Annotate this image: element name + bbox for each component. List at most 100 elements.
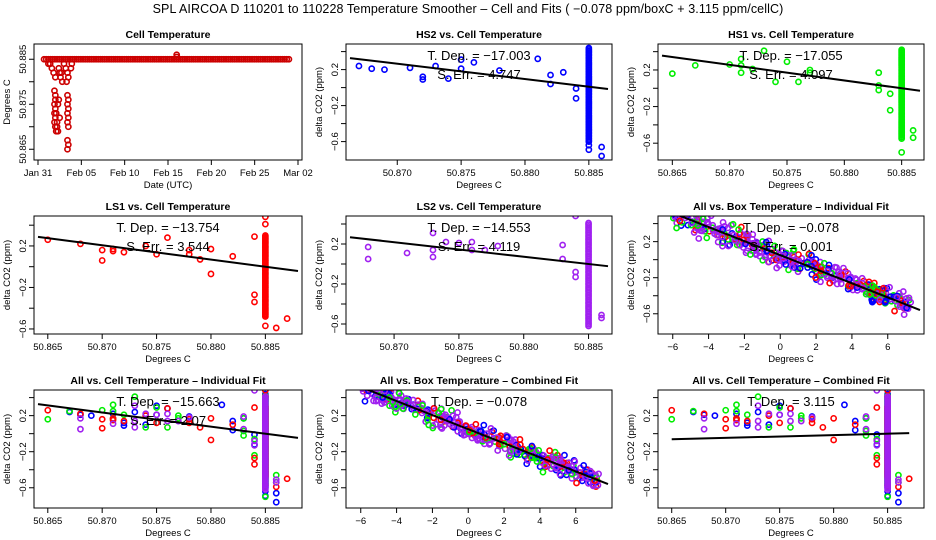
panel-hs2-vs-cell: HS2 vs. Cell Temperature 50.870 50.875 50.8… [314,29,613,191]
data-point [368,382,373,387]
data-point [585,141,593,149]
data-point [64,145,71,153]
y-tick-label: 0.2 [18,409,29,422]
data-point [442,411,449,419]
data-point [895,478,902,486]
data-point [361,397,369,405]
data-point [455,239,463,247]
data-point [370,397,377,405]
data-point [98,257,106,264]
data-point [681,216,687,217]
data-point [131,423,139,431]
temp-dependence-label: T. Dep. = −14.553 [427,220,530,235]
plot-frame [345,43,613,161]
panel-title: All vs. Box Temperature – Individual Fit [693,201,889,213]
data-point [272,498,280,506]
data-point [251,460,258,468]
fit-line [37,235,299,272]
data-point [862,413,870,420]
x-tick-label: 50.865 [33,342,62,353]
data-point [131,402,139,410]
data-point [454,409,461,416]
y-tick-label: −0.6 [18,478,29,497]
data-point [142,423,150,431]
data-point [546,447,554,455]
plot-area [359,382,609,490]
x-tick-label: 50.875 [142,342,171,353]
x-tick-label: 50.880 [509,342,538,353]
x-tick-label: 50.865 [657,516,686,527]
data-point [142,242,150,250]
std-error-label: S. Err. = 3.544 [126,239,209,254]
data-point [891,307,898,315]
data-point [733,401,740,409]
data-point [109,247,117,255]
data-point [754,402,762,410]
data-point [582,468,590,476]
plot-frame [657,389,925,509]
temp-dependence-label: T. Dep. = 3.115 [747,394,835,409]
x-axis-label: Degrees C [456,354,502,365]
data-point [678,200,683,205]
x-axis-label: Degrees C [768,354,814,365]
data-point [44,406,52,414]
x-axis-label: Degrees C [768,528,814,539]
data-point [240,432,248,439]
fit-line [349,57,609,90]
data-point [718,233,726,241]
data-point [754,393,762,401]
data-point [131,408,139,416]
data-point [765,410,773,418]
x-tick-label: 50.885 [873,516,902,527]
data-point [673,224,680,232]
data-point [754,417,762,425]
x-tick-label: 50.870 [715,168,744,179]
data-point [675,203,680,208]
x-axis-label: Degrees C [768,180,814,191]
data-point [164,234,171,242]
data-point [367,382,372,387]
data-point [812,274,820,281]
data-point [261,322,269,330]
panel-all-vs-box-individual: All vs. Box Temperature – Individual Fit… [626,200,925,365]
data-point [572,85,580,92]
y-tick-label: −0.2 [330,275,341,294]
data-point [869,282,877,289]
x-tick-label: 50.885 [574,342,603,353]
data-point [862,425,870,433]
figure-title: SPL AIRCOA D 110201 to 110228 Temperatur… [152,2,784,16]
data-point [851,421,859,429]
x-tick-label: −6 [355,516,366,527]
data-point [873,460,881,468]
x-tick-label: −2 [427,516,438,527]
data-point [539,468,547,476]
data-point [240,413,248,420]
x-tick-label: 0 [778,342,783,353]
y-tick-label: −0.2 [642,268,653,287]
temp-dependence-label: T. Dep. = −15.663 [116,394,219,409]
data-point [429,246,437,254]
data-point [283,475,291,483]
data-point [837,280,845,288]
data-point [58,78,66,86]
data-point [737,69,745,77]
data-point [411,411,419,418]
data-point [819,423,827,431]
data-point [690,229,698,236]
data-point [673,207,678,212]
std-error-label: S. Err. = 4.097 [749,67,832,82]
data-point [711,412,719,420]
x-tick-label: 50.865 [658,168,687,179]
data-point [568,470,576,478]
data-point [399,405,407,413]
data-point [381,390,389,395]
data-point [495,433,503,441]
y-tick-label: 50.875 [18,90,29,119]
x-tick-label: Jan 31 [24,168,53,179]
x-tick-label: Feb 05 [67,168,97,179]
x-tick-label: 4 [537,516,542,527]
y-tick-label: −0.2 [642,97,653,116]
data-point [703,234,711,242]
data-point [494,242,502,250]
